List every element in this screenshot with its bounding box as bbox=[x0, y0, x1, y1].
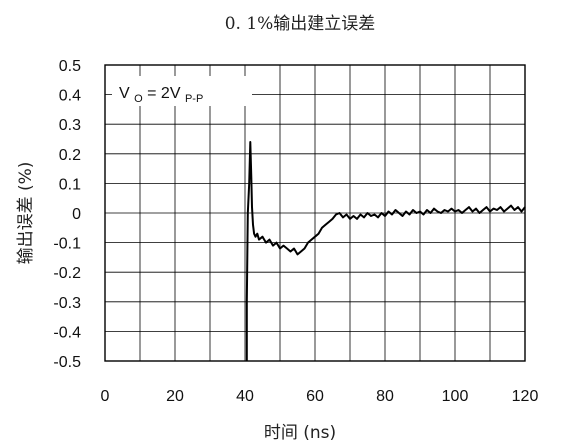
x-tick-label: 0 bbox=[101, 388, 110, 405]
y-tick-label: 0.4 bbox=[59, 88, 81, 105]
series-line bbox=[245, 141, 526, 361]
y-tick-label: -0.1 bbox=[53, 236, 81, 253]
annotation-equation: = 2V bbox=[147, 85, 181, 102]
x-tick-label: 40 bbox=[236, 388, 254, 405]
y-tick-labels: 0.5 0.4 0.3 0.2 0.1 0 -0.1 -0.2 -0.3 -0.4 -0.5 bbox=[53, 58, 81, 371]
annotation-box: V O = 2V P-P bbox=[112, 76, 252, 106]
annotation-v-subscript: O bbox=[134, 93, 143, 105]
chart-title: 0. 1%输出建立误差 bbox=[225, 14, 376, 34]
y-tick-label: 0.5 bbox=[59, 58, 81, 75]
x-tick-label: 60 bbox=[306, 388, 324, 405]
annotation-text: V O = 2V P-P bbox=[119, 85, 203, 106]
y-tick-label: -0.4 bbox=[53, 324, 81, 341]
x-tick-label: 80 bbox=[376, 388, 394, 405]
annotation-background bbox=[112, 76, 252, 106]
x-tick-label: 120 bbox=[512, 388, 539, 405]
y-axis-label: 输出误差 (%) bbox=[16, 162, 36, 265]
annotation-v: V bbox=[119, 85, 130, 102]
y-tick-label: -0.3 bbox=[53, 295, 81, 312]
x-axis-label: 时间 (ns) bbox=[264, 423, 336, 443]
y-tick-label: 0 bbox=[72, 206, 81, 223]
x-tick-label: 20 bbox=[166, 388, 184, 405]
plot-frame bbox=[104, 64, 526, 362]
y-tick-label: 0.3 bbox=[59, 117, 81, 134]
y-tick-label: -0.2 bbox=[53, 265, 81, 282]
series-layer bbox=[245, 141, 526, 361]
annotation-pp-subscript: P-P bbox=[185, 93, 203, 105]
y-tick-label: 0.2 bbox=[59, 147, 81, 164]
x-tick-labels: 0 20 40 60 80 100 120 bbox=[101, 388, 539, 405]
x-tick-label: 100 bbox=[442, 388, 469, 405]
y-tick-label: -0.5 bbox=[53, 354, 81, 371]
y-tick-label: 0.1 bbox=[59, 176, 81, 193]
